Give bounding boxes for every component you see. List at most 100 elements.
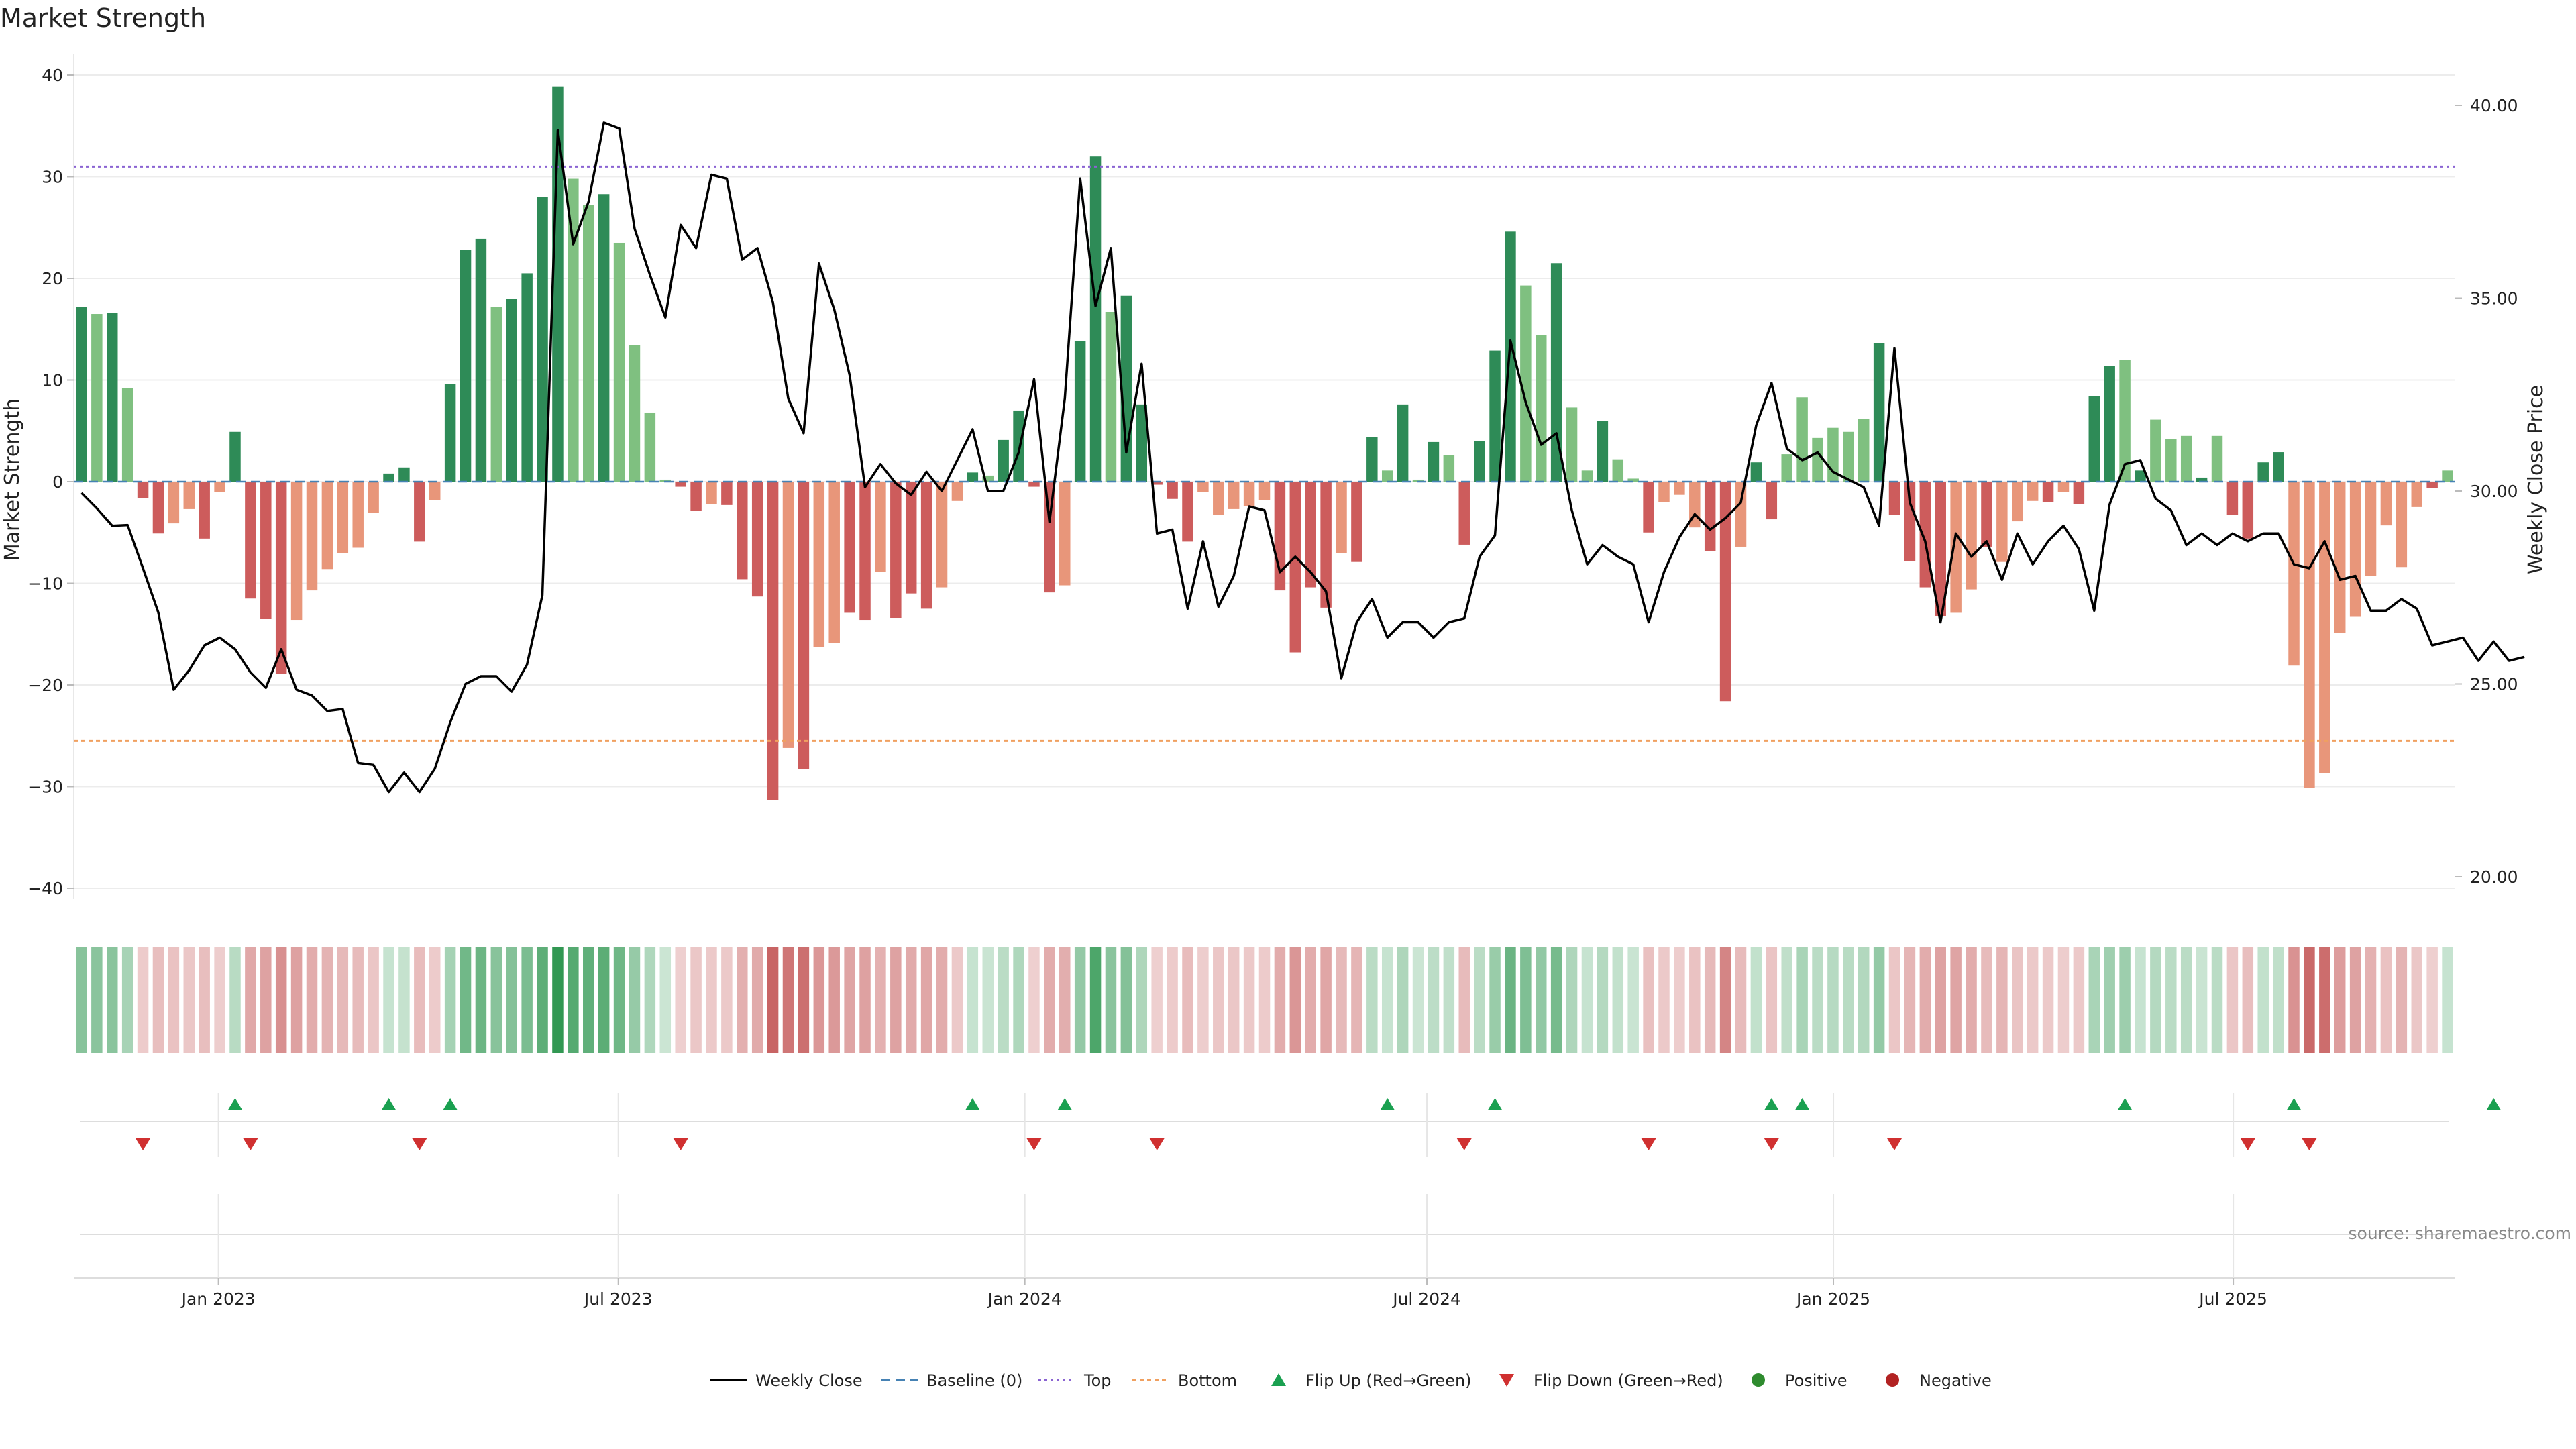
flip-down-marker — [243, 1138, 258, 1150]
heat-cell — [721, 947, 733, 1053]
heat-cell — [121, 947, 133, 1053]
heat-cell — [1704, 947, 1716, 1053]
strength-bar — [1904, 482, 1916, 561]
heat-cell — [2027, 947, 2039, 1053]
y2-tick-label: 30.00 — [2470, 482, 2518, 501]
heat-cell — [1013, 947, 1024, 1053]
flip-up-marker — [1764, 1098, 1779, 1110]
heat-cell — [1228, 947, 1240, 1053]
x-tick-label: Jul 2025 — [2198, 1289, 2267, 1309]
strength-bar — [306, 482, 318, 591]
heat-cell — [629, 947, 641, 1053]
heat-cell — [1520, 947, 1532, 1053]
strength-bar — [1766, 482, 1778, 520]
y-tick-label: −10 — [28, 574, 63, 594]
strength-bar — [1536, 335, 1547, 482]
strength-bar — [798, 482, 810, 769]
strength-bar — [1197, 482, 1209, 492]
heat-cell — [1428, 947, 1440, 1053]
legend-label: Baseline (0) — [926, 1371, 1022, 1390]
strength-bar — [1996, 482, 2008, 562]
heat-cell — [659, 947, 672, 1053]
heat-cell — [1320, 947, 1332, 1053]
heat-cell — [813, 947, 825, 1053]
y2-tick-label: 40.00 — [2470, 96, 2518, 115]
strength-bar — [2349, 482, 2361, 617]
y2-tick-label: 25.00 — [2470, 675, 2518, 694]
heat-cell — [1197, 947, 1209, 1053]
flip-up-marker — [965, 1098, 980, 1110]
heat-cell — [1258, 947, 1271, 1053]
legend-label: Bottom — [1178, 1371, 1237, 1390]
strength-bar — [598, 194, 610, 482]
heat-cell — [337, 947, 349, 1053]
heat-cell — [2180, 947, 2192, 1053]
strength-bar — [1013, 410, 1024, 482]
flip-up-marker — [381, 1098, 396, 1110]
heat-cell — [552, 947, 564, 1053]
strength-bar — [1704, 482, 1716, 551]
legend-swatch — [1752, 1373, 1765, 1387]
strength-bar — [337, 482, 349, 553]
heat-cell — [137, 947, 149, 1053]
heat-cell — [152, 947, 164, 1053]
heat-cell — [2119, 947, 2131, 1053]
heat-cell — [1397, 947, 1409, 1053]
heat-cell — [1796, 947, 1808, 1053]
strength-bar — [2273, 452, 2284, 482]
strength-bar — [1366, 437, 1378, 482]
strength-bar — [568, 178, 579, 482]
heat-cell — [1812, 947, 1823, 1053]
strength-bar — [1136, 404, 1148, 482]
strength-bar — [2057, 482, 2070, 492]
heat-cell — [1674, 947, 1685, 1053]
flip-down-marker — [2302, 1138, 2317, 1150]
heat-cell — [475, 947, 487, 1053]
legend-label: Weekly Close — [755, 1371, 863, 1390]
strength-bar — [275, 482, 287, 674]
strength-bar — [121, 388, 133, 482]
heat-cell — [1136, 947, 1148, 1053]
strength-bar — [2442, 470, 2453, 482]
strength-bar — [706, 482, 717, 504]
heat-cell — [2211, 947, 2223, 1053]
strength-bar — [1643, 482, 1654, 533]
heat-cell — [1089, 947, 1102, 1053]
strength-bar — [1428, 441, 1440, 482]
heat-cell — [1781, 947, 1792, 1053]
strength-bar — [1105, 311, 1117, 482]
strength-bar — [613, 242, 625, 482]
heat-cell — [2442, 947, 2453, 1053]
strength-bar — [199, 482, 210, 539]
heat-cell — [429, 947, 441, 1053]
heat-cell — [414, 947, 425, 1053]
flip-markers-panel — [74, 1098, 2502, 1279]
heat-cell — [2042, 947, 2054, 1053]
heat-cell — [398, 947, 410, 1053]
strength-bar — [1873, 343, 1885, 482]
heat-cell — [460, 947, 472, 1053]
flip-down-marker — [1887, 1138, 1902, 1150]
x-axis-ticks: Jan 2023 Jul 2023 Jan 2024 Jul 2024 Jan 2025… — [180, 1093, 2267, 1309]
flip-up-marker — [1794, 1098, 1810, 1110]
strength-heat-strip — [76, 947, 2453, 1053]
strength-bar — [690, 482, 702, 511]
strength-bar — [1381, 470, 1393, 482]
strength-bar — [2334, 482, 2346, 633]
heat-cell — [1167, 947, 1178, 1053]
strength-bar — [1981, 482, 1992, 547]
heat-cell — [2411, 947, 2422, 1053]
strength-bar — [1213, 482, 1224, 515]
heat-cell — [1120, 947, 1132, 1053]
strength-bar — [675, 482, 686, 487]
strength-bar — [1566, 407, 1578, 482]
legend-label: Negative — [1919, 1371, 1992, 1390]
heat-cell — [2150, 947, 2161, 1053]
strength-bar — [659, 479, 672, 482]
flip-down-marker — [1641, 1138, 1656, 1150]
strength-bar — [2180, 435, 2192, 482]
heat-cell — [967, 947, 979, 1053]
strength-bar — [1550, 263, 1562, 482]
strength-bar — [982, 475, 994, 482]
heat-cell — [828, 947, 840, 1053]
